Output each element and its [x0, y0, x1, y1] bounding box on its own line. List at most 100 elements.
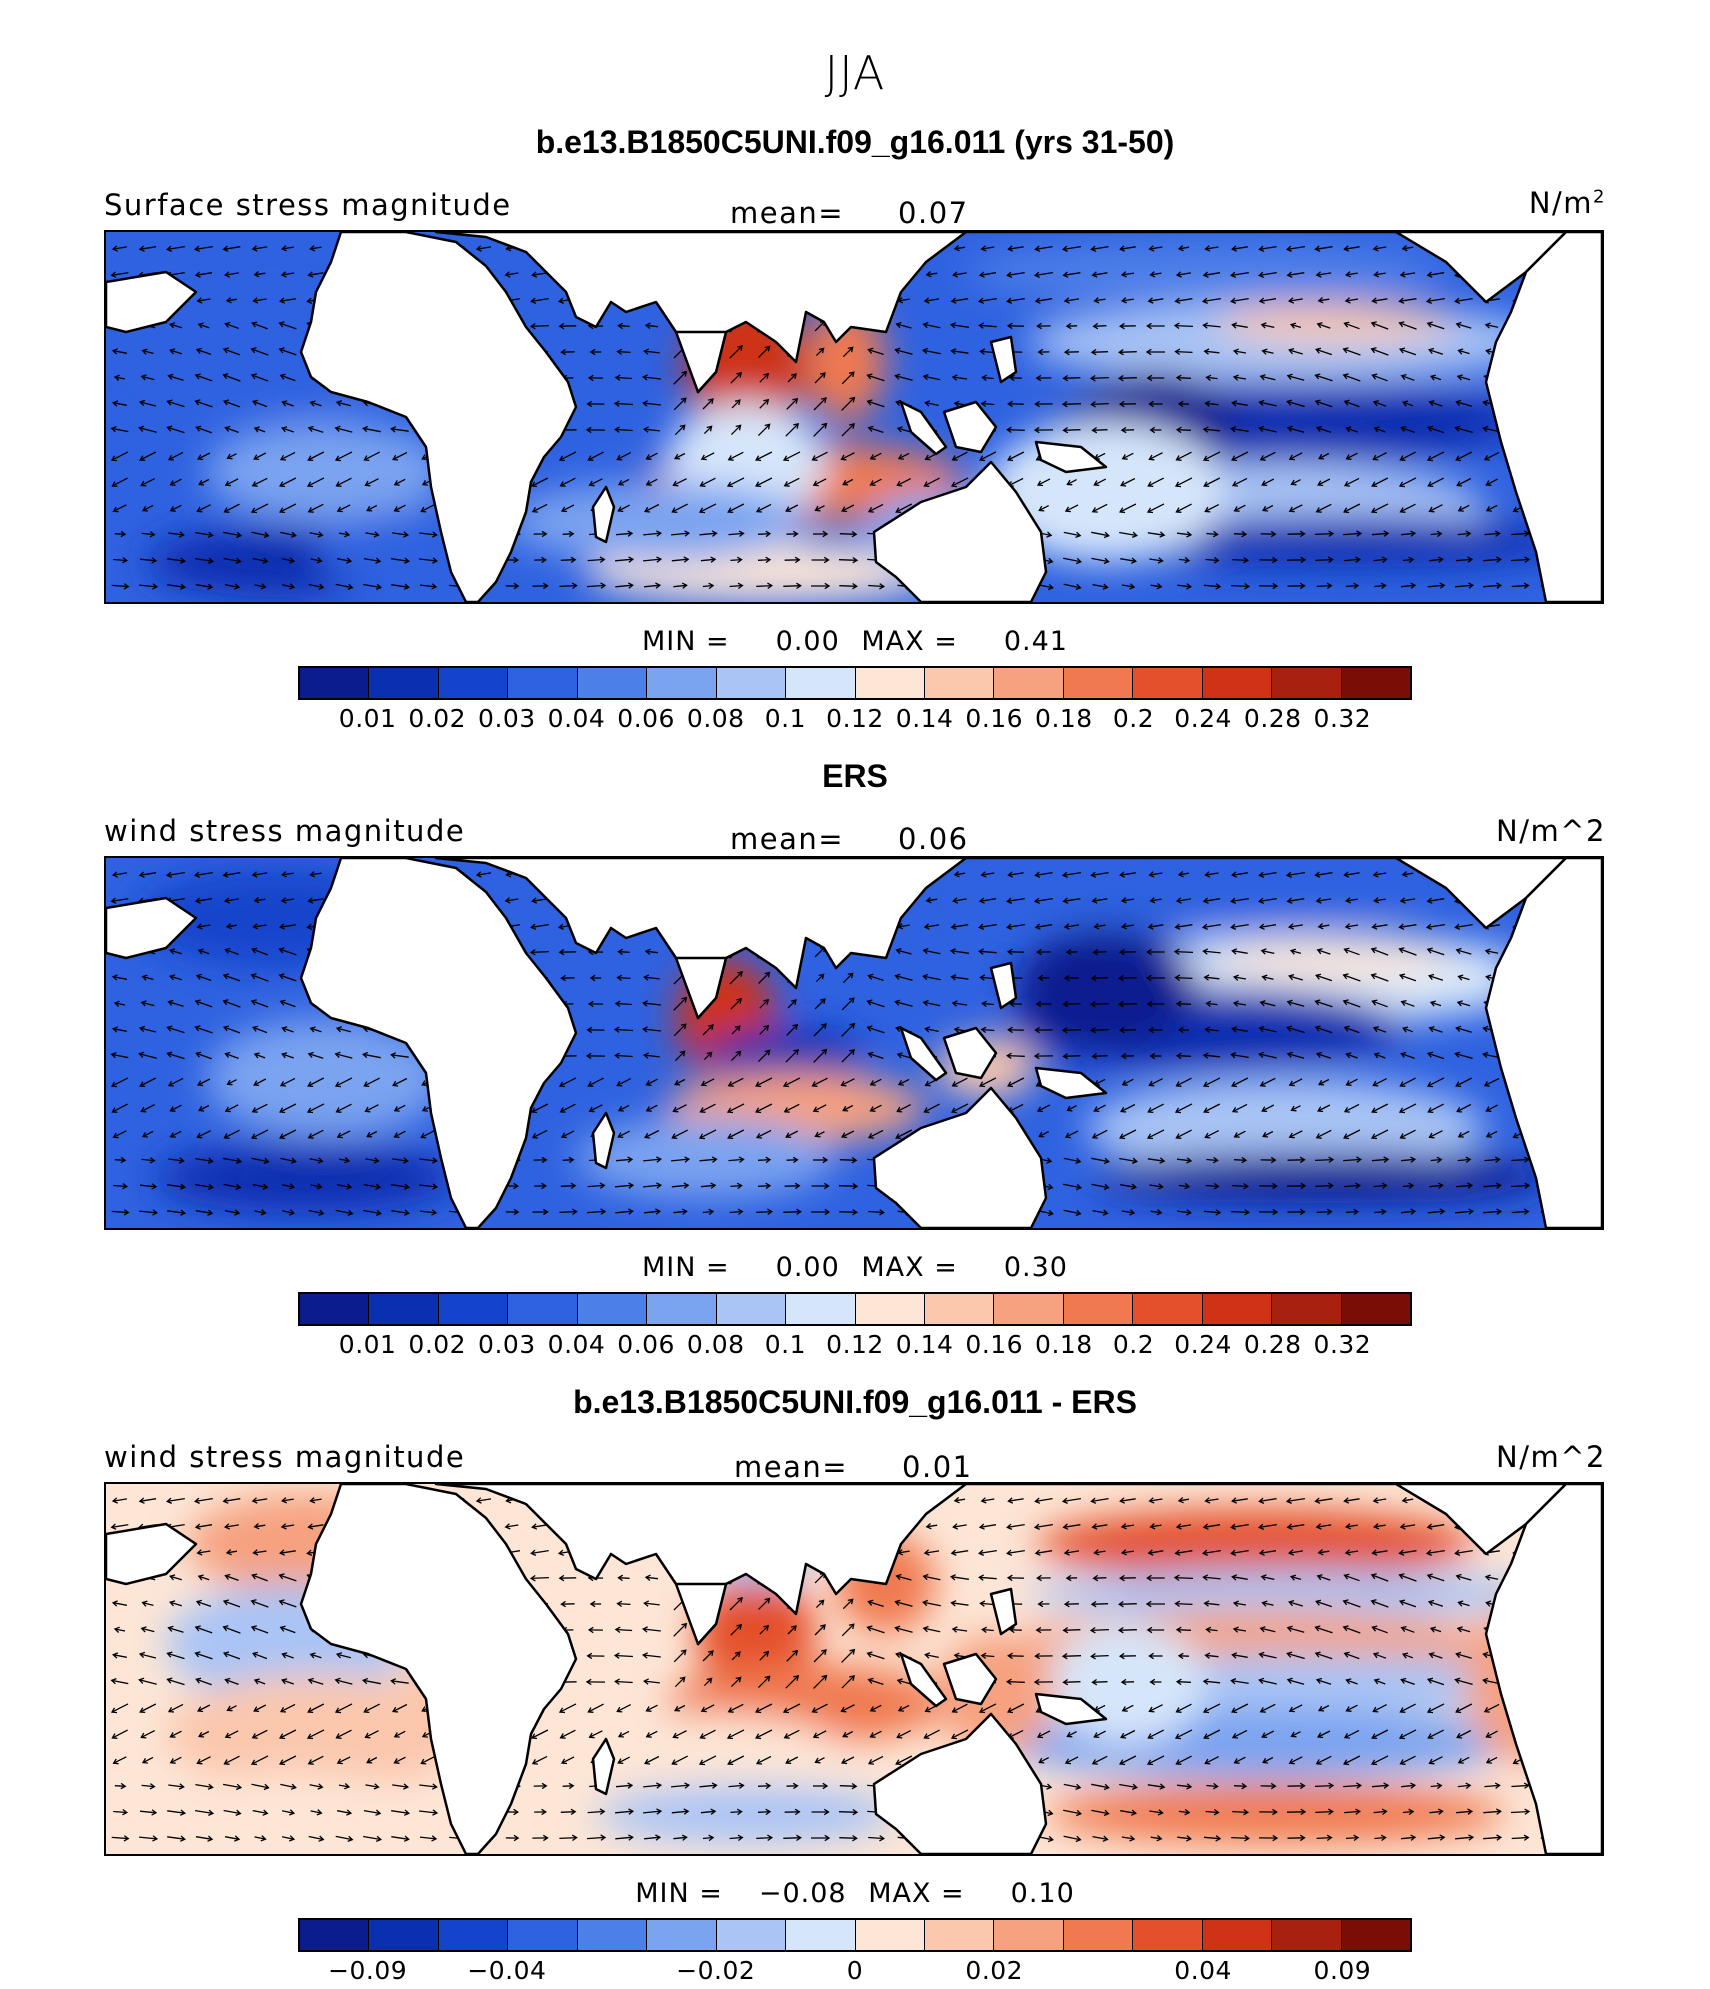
wind-arrow — [757, 559, 771, 561]
wind-arrow-head — [1204, 1758, 1211, 1765]
wind-arrow — [195, 374, 213, 382]
wind-arrow — [897, 1104, 911, 1112]
wind-arrow-head — [671, 507, 678, 514]
wind-arrow — [1343, 1784, 1361, 1788]
wind-arrow — [561, 1756, 575, 1764]
wind-arrow — [1344, 1498, 1360, 1502]
wind-arrow — [729, 1597, 743, 1611]
wind-arrow-head — [869, 1080, 876, 1086]
wind-arrow — [111, 898, 129, 902]
wind-arrow-head — [1285, 871, 1292, 878]
wind-arrow — [309, 532, 323, 536]
wind-arrow-head — [895, 1025, 902, 1033]
wind-arrow — [280, 1703, 296, 1713]
wind-arrow-head — [1288, 1599, 1295, 1607]
wind-arrow — [336, 401, 352, 407]
wind-arrow-head — [822, 1782, 829, 1790]
wind-arrow-head — [1202, 897, 1209, 904]
wind-arrow — [1175, 350, 1193, 354]
wind-arrow-head — [1398, 1107, 1406, 1114]
wind-arrow — [223, 872, 241, 876]
wind-arrow — [225, 1574, 239, 1582]
wind-arrow — [168, 1077, 184, 1087]
wind-arrow — [1344, 558, 1360, 562]
wind-arrow-head — [950, 1107, 958, 1114]
wind-arrow-head — [346, 1809, 353, 1816]
wind-arrow-head — [896, 426, 903, 433]
wind-arrow-head — [587, 1707, 594, 1713]
wind-arrow — [727, 503, 745, 513]
wind-arrow-head — [765, 1782, 772, 1790]
wind-arrow-head — [140, 374, 147, 381]
wind-arrow-head — [737, 1834, 744, 1842]
wind-arrow — [673, 1210, 687, 1214]
wind-arrow — [674, 1676, 686, 1688]
wind-arrow-head — [1398, 347, 1406, 354]
land-india — [674, 1582, 728, 1646]
wind-arrow — [1093, 1577, 1107, 1579]
wind-arrow-head — [671, 1759, 678, 1766]
wind-arrow-head — [1201, 1549, 1208, 1556]
wind-arrow-head — [1093, 480, 1100, 487]
wind-arrow — [112, 1729, 128, 1739]
wind-arrow-head — [375, 1209, 383, 1217]
wind-arrow-head — [869, 1706, 876, 1712]
wind-arrow-head — [617, 948, 624, 956]
wind-arrow — [251, 531, 269, 537]
wind-arrow-head — [866, 1651, 873, 1658]
wind-arrow-head — [644, 1574, 651, 1582]
wind-arrow-head — [922, 1573, 929, 1581]
wind-arrow-head — [1202, 455, 1210, 462]
panel-3-min-value: −0.08 — [758, 1878, 847, 1909]
wind-arrow-head — [1035, 1626, 1042, 1634]
panel-2-units: N/m^2 — [1496, 814, 1606, 848]
wind-arrow — [1373, 1653, 1387, 1659]
wind-arrow-head — [1177, 1026, 1184, 1034]
wind-arrow-head — [1118, 1026, 1125, 1034]
wind-arrow — [979, 923, 997, 929]
wind-arrow-head — [1120, 897, 1127, 904]
colorbar-1-swatch-8 — [786, 668, 856, 698]
wind-arrow — [1202, 923, 1222, 929]
wind-arrow — [1455, 1836, 1473, 1840]
wind-arrow-head — [336, 1132, 343, 1139]
wind-arrow — [646, 1730, 658, 1738]
wind-arrow — [671, 1784, 689, 1788]
colorbar-3-swatch-14 — [1202, 1920, 1273, 1950]
wind-arrow-head — [645, 480, 652, 486]
wind-arrow-head — [421, 1706, 428, 1713]
wind-arrow — [1094, 452, 1106, 460]
wind-arrow-head — [1175, 897, 1182, 904]
wind-arrow — [1091, 871, 1109, 877]
wind-arrow — [1150, 1210, 1162, 1214]
wind-arrow — [279, 1755, 297, 1765]
wind-arrow-head — [1120, 1106, 1127, 1113]
wind-arrow — [1121, 1836, 1135, 1840]
wind-arrow-head — [1147, 297, 1154, 304]
wind-arrow-head — [1046, 1157, 1053, 1164]
wind-arrow — [1486, 1756, 1498, 1764]
wind-arrow-head — [627, 1156, 634, 1163]
wind-arrow — [1399, 1574, 1417, 1582]
wind-arrow-head — [1261, 348, 1268, 355]
wind-arrow — [1091, 1603, 1109, 1605]
wind-arrow — [727, 1755, 745, 1765]
wind-arrow-head — [1231, 480, 1239, 487]
wind-arrow-head — [645, 1732, 652, 1738]
wind-arrow-head — [226, 453, 233, 460]
wind-arrow — [111, 1836, 129, 1840]
wind-arrow-head — [656, 556, 663, 563]
wind-arrow-head — [1398, 1599, 1406, 1606]
wind-arrow — [1234, 1756, 1246, 1764]
wind-arrow-head — [1035, 374, 1042, 382]
wind-arrow — [338, 532, 350, 536]
wind-arrow — [167, 584, 185, 588]
wind-arrow — [1176, 451, 1192, 461]
wind-arrow — [952, 1628, 968, 1632]
wind-arrow-head — [347, 1835, 354, 1843]
wind-arrow — [253, 452, 267, 460]
wind-arrow — [1007, 897, 1025, 903]
wind-arrow — [839, 1837, 857, 1839]
wind-arrow-head — [1243, 1808, 1250, 1816]
wind-arrow-head — [814, 505, 821, 512]
